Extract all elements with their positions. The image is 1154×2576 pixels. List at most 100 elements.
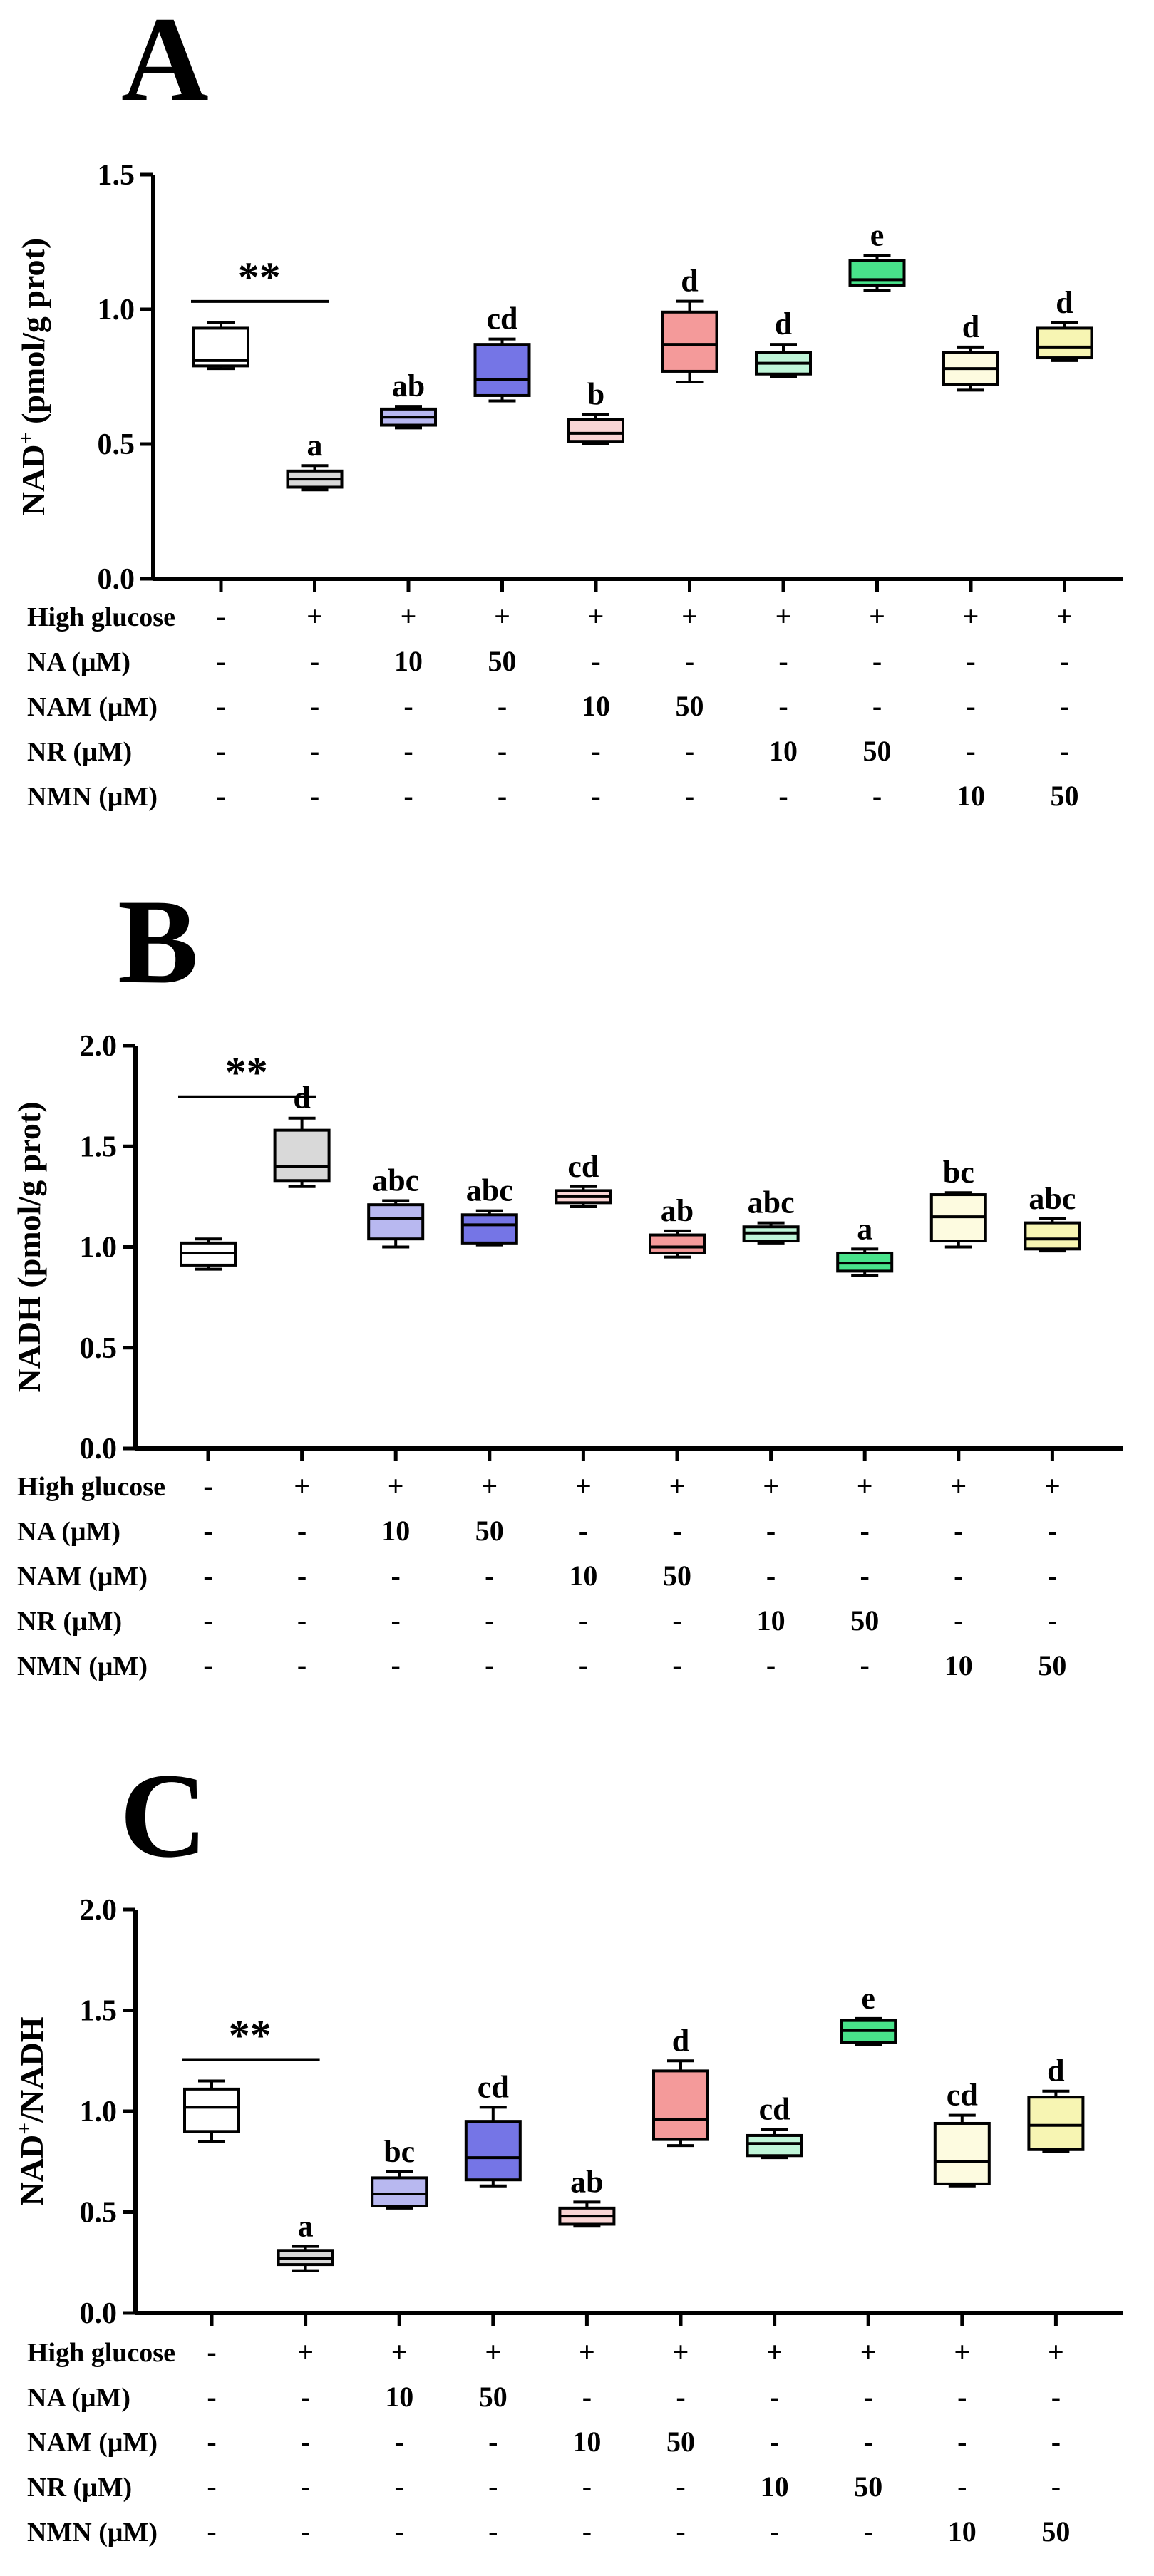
y-axis-label: NAD+/NADH bbox=[13, 2016, 50, 2205]
treatment-cell: + bbox=[481, 1470, 498, 1502]
treatment-cell: - bbox=[685, 645, 694, 677]
significance-letter: abc bbox=[1029, 1181, 1076, 1216]
panel-letter: C bbox=[120, 1748, 207, 1882]
treatment-cell: - bbox=[216, 645, 225, 677]
treatment-row-label: NA (μM) bbox=[27, 647, 130, 677]
treatment-row-label: NA (μM) bbox=[27, 2383, 130, 2413]
significance-letter: d bbox=[962, 309, 979, 344]
treatment-row-label: NAM (μM) bbox=[17, 1562, 148, 1592]
treatment-cell: - bbox=[297, 1649, 306, 1681]
y-tick-label: 0.5 bbox=[98, 428, 135, 461]
treatment-cell: 50 bbox=[666, 2426, 695, 2458]
treatment-cell: - bbox=[685, 735, 694, 767]
treatment-row: High glucose - + + + + + + + + + bbox=[27, 600, 1073, 632]
significance-letter: abc bbox=[748, 1185, 795, 1220]
y-tick-label: 2.0 bbox=[80, 1030, 118, 1063]
treatment-cell: - bbox=[310, 690, 319, 722]
treatment-cell: - bbox=[485, 1604, 494, 1637]
treatment-cell: - bbox=[591, 645, 600, 677]
box-7: d bbox=[755, 306, 812, 378]
box-iqr bbox=[649, 1233, 706, 1254]
panel-letter: A bbox=[121, 0, 209, 126]
treatment-cell: - bbox=[310, 780, 319, 812]
significance-letter: cd bbox=[567, 1149, 599, 1184]
treatment-cell: - bbox=[966, 690, 975, 722]
significance-letter: b bbox=[587, 376, 604, 411]
box-3: bc bbox=[371, 2134, 428, 2210]
significance-letter: d bbox=[672, 2023, 689, 2058]
significance-letter: e bbox=[870, 217, 885, 252]
treatment-cell: - bbox=[207, 2426, 216, 2458]
treatment-cell: - bbox=[582, 2515, 592, 2547]
treatment-cell: - bbox=[864, 2381, 873, 2413]
y-tick-label: 1.0 bbox=[80, 1232, 118, 1264]
treatment-cell: - bbox=[203, 1515, 212, 1547]
treatment-cell: - bbox=[310, 645, 319, 677]
significance-letter: ab bbox=[570, 2164, 603, 2199]
treatment-cell: - bbox=[1051, 2426, 1061, 2458]
y-tick-label: 1.5 bbox=[80, 1130, 118, 1163]
box-10: d bbox=[1027, 2054, 1085, 2153]
treatment-cell: + bbox=[681, 600, 698, 632]
treatment-cell: - bbox=[297, 1604, 306, 1637]
treatment-cell: - bbox=[766, 1649, 776, 1681]
treatment-cell: + bbox=[494, 600, 510, 632]
box-4: cd bbox=[464, 2069, 522, 2188]
treatment-cell: - bbox=[498, 735, 507, 767]
y-tick-label: 0.5 bbox=[80, 2197, 118, 2230]
treatment-cell: + bbox=[869, 600, 885, 632]
treatment-cell: - bbox=[203, 1649, 212, 1681]
treatment-cell: + bbox=[401, 600, 417, 632]
treatment-row: NR (μM) - - - - - - 10 50 - - bbox=[17, 1604, 1057, 1637]
box-10: d bbox=[1036, 285, 1093, 362]
treatment-cell: - bbox=[395, 2426, 404, 2458]
treatment-cell: - bbox=[872, 645, 882, 677]
treatment-cell: - bbox=[1060, 690, 1069, 722]
treatment-cell: + bbox=[673, 2336, 689, 2368]
treatment-cell: - bbox=[403, 780, 413, 812]
treatment-cell: 50 bbox=[850, 1604, 879, 1637]
treatment-cell: - bbox=[864, 2515, 873, 2547]
treatment-cell: 50 bbox=[676, 690, 704, 722]
treatment-cell: 10 bbox=[572, 2426, 601, 2458]
treatment-row: NA (μM) - - 10 50 - - - - - - bbox=[27, 645, 1069, 677]
treatment-cell: - bbox=[297, 1515, 306, 1547]
y-tick-label: 0.0 bbox=[80, 2297, 118, 2330]
treatment-cell: 50 bbox=[475, 1515, 504, 1547]
treatment-cell: - bbox=[203, 1604, 212, 1637]
treatment-row: NA (μM) - - 10 50 - - - - - - bbox=[27, 2381, 1061, 2413]
treatment-cell: - bbox=[872, 690, 882, 722]
box-6: d bbox=[652, 2023, 709, 2148]
treatment-cell: - bbox=[954, 1560, 963, 1592]
box-iqr bbox=[367, 1203, 425, 1241]
treatment-cell: - bbox=[297, 1560, 306, 1592]
treatment-row: NAM (μM) - - - - 10 50 - - - - bbox=[27, 2426, 1061, 2458]
treatment-cell: - bbox=[216, 735, 225, 767]
treatment-cell: - bbox=[403, 735, 413, 767]
box-iqr bbox=[567, 418, 624, 443]
treatment-cell: 50 bbox=[863, 735, 892, 767]
treatment-cell: - bbox=[207, 2336, 216, 2368]
y-axis-label: NADH (pmol/g prot) bbox=[11, 1101, 47, 1392]
treatment-cell: - bbox=[579, 1515, 588, 1547]
treatment-cell: - bbox=[591, 780, 600, 812]
box-iqr bbox=[933, 2121, 991, 2185]
treatment-cell: - bbox=[770, 2381, 779, 2413]
box-7: cd bbox=[746, 2091, 803, 2160]
treatment-cell: 50 bbox=[854, 2471, 882, 2503]
treatment-cell: - bbox=[685, 780, 694, 812]
treatment-row: NA (μM) - - 10 50 - - - - - - bbox=[17, 1515, 1057, 1547]
treatment-cell: - bbox=[301, 2426, 310, 2458]
treatment-cell: - bbox=[310, 735, 319, 767]
treatment-cell: - bbox=[954, 1604, 963, 1637]
box-9: bc bbox=[929, 1155, 987, 1249]
treatment-cell: - bbox=[957, 2471, 967, 2503]
box-iqr bbox=[661, 310, 718, 373]
box-iqr bbox=[273, 1128, 331, 1183]
treatment-cell: + bbox=[954, 2336, 970, 2368]
box-iqr bbox=[460, 1213, 518, 1245]
treatment-cell: - bbox=[301, 2515, 310, 2547]
treatment-cell: + bbox=[669, 1470, 686, 1502]
treatment-row-label: NMN (μM) bbox=[27, 782, 158, 812]
